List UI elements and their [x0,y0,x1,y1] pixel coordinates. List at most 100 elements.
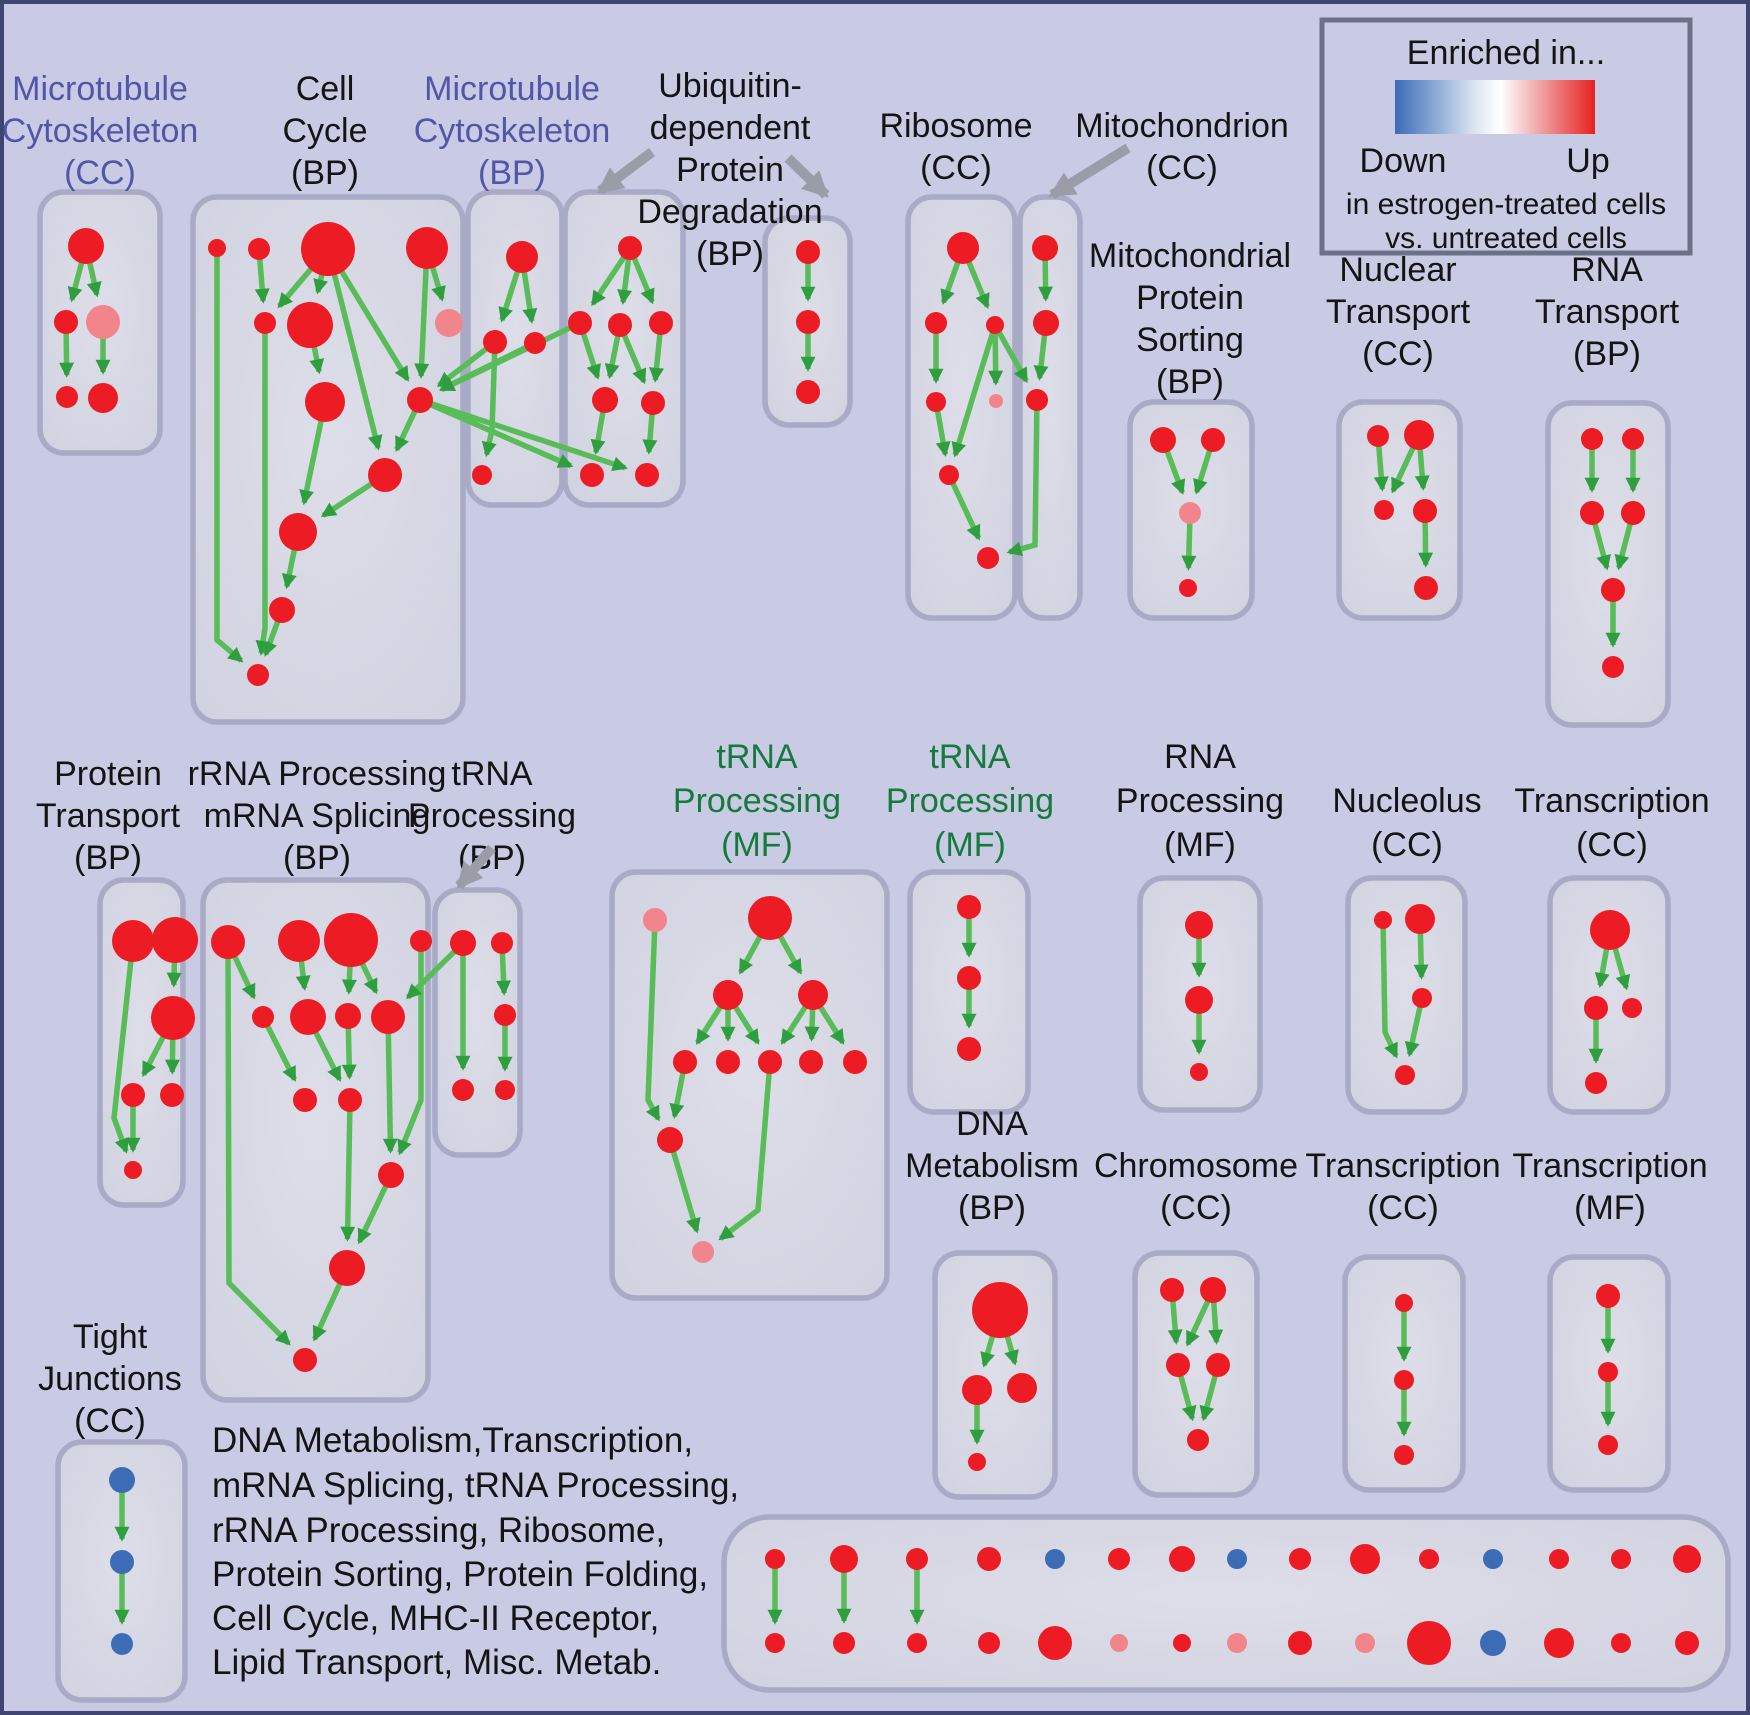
edge-arrow-mitochondrial-protein-sorting-bp-1 [1193,444,1214,495]
node-circle-nuclear-transport-cc-4 [1414,576,1438,600]
node-circle-cell-cycle-bp-11 [269,597,295,623]
legend-subtitle-1: in estrogen-treated cells [1346,188,1666,221]
node-circle-microtubule-cytoskeleton-cc-1 [54,310,78,334]
node-circle-protein-transport-bp-3 [121,1083,145,1107]
legend-title: Enriched in... [1407,34,1605,72]
edge-arrow-trna-processing-mf-large-11 [718,1067,773,1241]
edge-arrow-rrna-processing-mrna-splicing-bp-11 [312,1275,346,1342]
edge-arrow-nucleolus-cc-0 [1413,926,1429,980]
node-circle-ubiquitin-degradation-bp-3 [649,311,673,335]
group-label-trna-processing-mf-large-line1: Processing [673,782,841,820]
group-label-transcription-cc-row3-line1: (CC) [1367,1189,1439,1227]
node-circle-cell-cycle-bp-7 [305,382,345,422]
edge-arrow-microtubule-cytoskeleton-bp-0 [498,263,523,323]
misc-categories-text-line2: rRNA Processing, Ribosome, [212,1511,665,1550]
edge-arrow-ribosome-cc-5 [951,328,997,458]
node-circle-misc-bottom-box-10 [1419,1549,1439,1569]
node-circle-ribosome-cc-3 [926,392,946,412]
node-circle-misc-bottom-box-20 [1110,1634,1128,1652]
node-circle-ubiquitin-degradation-bp-7 [635,463,659,487]
group-label-protein-transport-bp-line1: Transport [36,797,181,835]
group-label-nucleolus-cc-line1: (CC) [1371,826,1443,864]
group-label-microtubule-cytoskeleton-cc-line1: Cytoskeleton [2,112,199,150]
node-circle-ubiquitin-degradation-bp-5 [641,391,665,415]
node-circle-chromosome-cc-3 [1206,1353,1230,1377]
node-circle-transcription-cc-row3-1 [1394,1370,1414,1390]
nodes-layer [54,222,1701,1665]
edge-arrow-trna-processing-mf-large-4 [729,999,761,1045]
group-label-ubiquitin-degradation-bp-line0: Ubiquitin- [658,67,802,105]
cross-edge-arrow-6 [1006,405,1040,557]
node-circle-transcription-cc-row3-0 [1395,1294,1413,1312]
node-circle-chromosome-cc-4 [1187,1429,1209,1451]
node-circle-misc-bottom-box-11 [1483,1549,1503,1569]
edge-arrow-trna-processing-mf-large-8 [645,925,661,1122]
node-circle-trna-processing-bp-3 [452,1079,474,1101]
node-circle-cell-cycle-bp-2 [301,222,355,276]
edge-arrow-trna-processing-mf-large-5 [780,999,812,1045]
group-label-dna-metabolism-bp-line0: DNA [956,1105,1028,1143]
node-circle-misc-bottom-box-18 [978,1632,1000,1654]
node-circle-transcription-cc-row2-3 [1585,1072,1607,1094]
node-circle-cell-cycle-bp-0 [208,239,226,257]
node-circle-misc-bottom-box-3 [977,1547,1001,1571]
node-circle-nucleolus-cc-2 [1412,988,1432,1008]
node-circle-protein-transport-bp-1 [152,917,198,963]
node-circle-trna-processing-mf-large-1 [748,896,792,940]
group-label-trna-processing-mf-small-line1: Processing [886,782,1054,820]
edge-arrow-ubiquitin-degradation-bp-4 [604,330,622,380]
group-box-protein-transport-bp [97,877,186,1208]
node-circle-misc-bottom-box-27 [1544,1628,1574,1658]
group-label-protein-transport-bp-line2: (BP) [74,839,142,877]
group-label-microtubule-cytoskeleton-bp-line2: (BP) [478,154,546,192]
node-circle-dna-metabolism-bp-3 [968,1453,986,1471]
node-circle-rrna-processing-mrna-splicing-bp-0 [211,925,245,959]
group-box-nucleolus-cc [1345,875,1468,1115]
edge-arrow-rrna-processing-mrna-splicing-bp-9 [340,1105,356,1242]
node-circle-misc-bottom-box-7 [1227,1549,1247,1569]
node-circle-ubiquitin-degradation-bp-1 [568,311,592,335]
node-circle-trna-processing-mf-large-6 [758,1050,782,1074]
group-label-transcription-cc-row2-line1: (CC) [1576,826,1648,864]
group-label-trna-processing-mf-small-line2: (MF) [934,826,1006,864]
node-circle-trna-processing-bp-2 [494,1004,516,1026]
node-circle-trna-processing-bp-1 [491,932,513,954]
node-circle-nuclear-transport-cc-0 [1367,425,1389,447]
node-circle-ribosome-cc-5 [939,465,959,485]
edge-arrow-cell-cycle-bp-0 [254,254,270,304]
edge-arrow-cell-cycle-bp-5 [414,258,430,379]
node-circle-misc-bottom-box-16 [833,1632,855,1654]
group-label-trna-processing-bp-line1: Processing [408,797,576,835]
edges-layer [59,251,1641,1625]
legend-box [1319,17,1693,256]
node-circle-trna-processing-mf-large-5 [716,1050,740,1074]
node-circle-mitochondrion-cc-0 [1032,235,1058,261]
node-circle-ribosome-cc-6 [977,547,999,569]
edge-arrow-cell-cycle-bp-9 [299,411,326,506]
edge-arrow-chromosome-cc-2 [1208,1296,1224,1345]
group-label-ubiquitin-degradation-bp-line2: Protein [676,151,784,189]
gray-pointer-arrow-0 [596,148,655,195]
node-circle-rrna-processing-mrna-splicing-bp-6 [335,1003,361,1029]
node-circle-protein-transport-bp-5 [124,1161,142,1179]
edge-arrow-rrna-processing-mrna-splicing-bp-6 [341,1022,357,1080]
group-label-mitochondrion-cc-line1: (CC) [1146,149,1218,187]
node-circle-misc-bottom-box-26 [1480,1630,1506,1656]
node-circle-ubiquitin-degradation-bp-6 [580,463,604,487]
group-label-ubiquitin-degradation-bp-line1: dependent [650,109,811,147]
group-label-tight-junctions-cc-line2: (CC) [74,1402,146,1440]
group-label-rrna-processing-mrna-splicing-bp-line0: rRNA Processing [188,755,447,793]
node-circle-tight-junctions-cc-0 [109,1467,135,1493]
node-circle-misc-bottom-box-8 [1289,1548,1311,1570]
node-circle-misc-bottom-box-13 [1611,1549,1631,1569]
edge-arrow-trna-processing-mf-large-7 [814,999,846,1045]
node-circle-trna-processing-mf-large-8 [843,1050,867,1074]
group-box-misc-bottom-box [721,1514,1731,1693]
group-label-cell-cycle-bp-line1: Cycle [282,112,367,150]
edge-arrow-mitochondrial-protein-sorting-bp-2 [1181,518,1197,571]
labels-layer: Microtubule Cytoskeleton (CC) Cell Cycle (BP)… [2,67,1710,1440]
group-label-nuclear-transport-cc-line2: (CC) [1362,335,1434,373]
node-circle-rrna-processing-mrna-splicing-bp-5 [290,999,326,1035]
